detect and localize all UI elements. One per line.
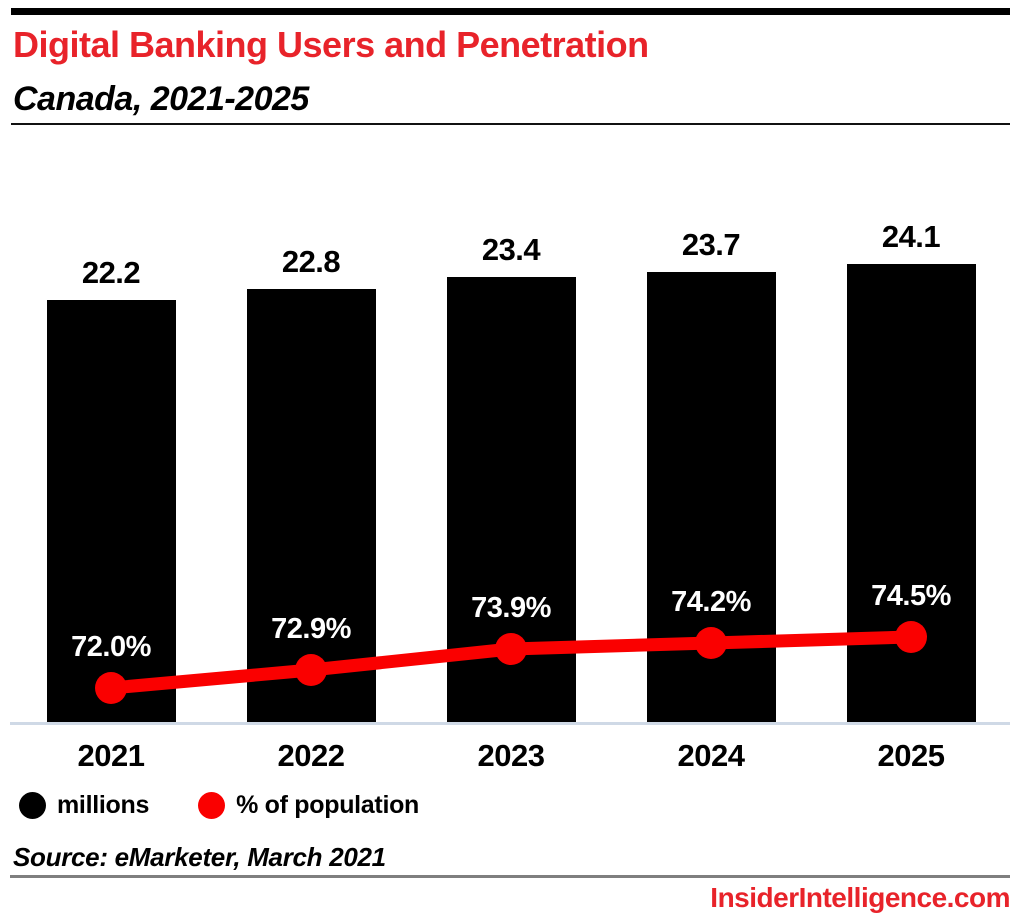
trend-point-2025	[895, 621, 927, 653]
x-axis-label-2025: 2025	[877, 738, 945, 773]
source-note: Source: eMarketer, March 2021	[13, 842, 386, 872]
legend-swatch-millions	[19, 791, 46, 819]
footer-divider	[10, 875, 1010, 878]
pct-label-2023: 73.9%	[471, 592, 551, 624]
trend-point-2024	[695, 627, 727, 659]
bar-value-2022: 22.8	[281, 244, 341, 279]
top-accent-bar	[11, 8, 1010, 15]
trend-point-2022	[295, 654, 327, 686]
chart-subtitle: Canada, 2021-2025	[13, 80, 309, 118]
pct-label-2024: 74.2%	[671, 586, 751, 618]
legend-label-millions: millions	[57, 790, 150, 819]
x-axis-label-2022: 2022	[277, 738, 345, 773]
x-axis-label-2021: 2021	[77, 738, 145, 773]
bar-2022	[246, 289, 376, 722]
bar-value-2021: 22.2	[81, 255, 141, 290]
chart-legend: millions % of population	[19, 791, 419, 819]
legend-label-percent-of-population: % of population	[236, 790, 420, 819]
chart-title: Digital Banking Users and Penetration	[13, 24, 649, 65]
x-axis-label-2023: 2023	[477, 738, 545, 773]
pct-label-2022: 72.9%	[271, 613, 351, 645]
brand-footer: InsiderIntelligence.com	[710, 882, 1010, 913]
bar-value-2025: 24.1	[881, 219, 941, 254]
bar-value-2023: 23.4	[481, 232, 541, 267]
pct-label-2021: 72.0%	[71, 631, 151, 663]
header-divider	[11, 123, 1010, 125]
pct-label-2025: 74.5%	[871, 580, 951, 612]
trend-point-2023	[495, 633, 527, 665]
x-axis-line	[10, 722, 1010, 725]
x-axis-label-2024: 2024	[677, 738, 745, 773]
trend-point-2021	[95, 672, 127, 704]
bar-2021	[46, 300, 176, 722]
bar-value-2024: 23.7	[681, 227, 741, 262]
legend-swatch-percent-of-population	[198, 791, 226, 819]
